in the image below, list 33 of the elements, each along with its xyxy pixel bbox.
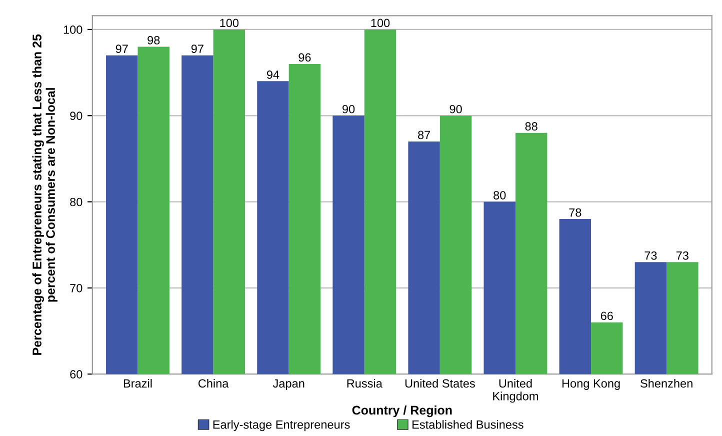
y-tick-label: 80 (70, 198, 82, 206)
data-label: 90 (342, 104, 355, 114)
data-label: 96 (298, 53, 311, 62)
data-label: 90 (450, 104, 462, 114)
y-tick-label: 90 (70, 112, 82, 120)
data-label: 88 (525, 122, 538, 131)
data-label: 78 (569, 208, 582, 217)
data-label: 97 (116, 44, 128, 53)
x-tick-label: United Kingdom (493, 378, 538, 403)
data-label: 87 (418, 130, 430, 140)
y-tick-label: 60 (70, 370, 82, 378)
data-label: 100 (371, 18, 390, 28)
x-tick-label: Japan (272, 379, 304, 390)
x-axis-title: Country / Region (352, 405, 452, 418)
y-tick-label: 100 (64, 26, 82, 34)
data-label: 80 (494, 191, 506, 200)
data-label: 100 (220, 18, 239, 28)
y-axis-title: Percentage of Entrepreneurs stating that Less than 25 percent of Consumers are Non-local (32, 34, 58, 355)
x-tick-label: United States (405, 378, 475, 388)
x-tick-label: Hong Kong (562, 379, 620, 390)
x-tick-label: Russia (347, 378, 382, 388)
x-tick-label: Shenzhen (640, 378, 692, 388)
data-label: 66 (600, 312, 613, 320)
data-label: 97 (191, 44, 204, 53)
data-label: 98 (148, 36, 160, 44)
y-tick-label: 70 (70, 284, 82, 292)
data-label: 73 (644, 251, 657, 260)
legend-label: Established Business (412, 420, 524, 429)
legend-label: Early-stage Entrepreneurs (213, 420, 350, 432)
data-label: 73 (676, 251, 688, 260)
x-tick-label: Brazil (124, 378, 152, 388)
x-tick-label: China (198, 378, 229, 388)
data-label: 94 (266, 70, 280, 79)
